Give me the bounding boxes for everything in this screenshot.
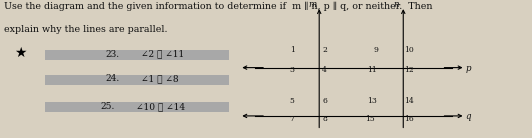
Text: 25.: 25.	[100, 102, 114, 111]
Bar	[45, 50, 229, 60]
Text: 6: 6	[322, 97, 327, 105]
Text: 12: 12	[404, 66, 413, 74]
Text: 10: 10	[404, 46, 413, 54]
Text: m: m	[309, 0, 317, 9]
Text: 9: 9	[373, 46, 378, 54]
Text: 16: 16	[404, 115, 413, 123]
Bar	[45, 102, 229, 112]
Text: Use the diagram and the given information to determine if  m ∥ n, p ∥ q, or neit: Use the diagram and the given informatio…	[4, 2, 433, 11]
Text: ∠10 ≅ ∠14: ∠10 ≅ ∠14	[136, 102, 185, 111]
Text: 23.: 23.	[105, 50, 120, 59]
Text: ★: ★	[14, 46, 27, 60]
Text: explain why the lines are parallel.: explain why the lines are parallel.	[4, 25, 168, 34]
Bar	[45, 75, 229, 85]
Text: 24.: 24.	[105, 74, 120, 83]
Text: 5: 5	[289, 97, 295, 105]
Text: q: q	[466, 112, 471, 121]
Text: 11: 11	[368, 66, 377, 74]
Text: 14: 14	[404, 97, 413, 105]
Text: 2: 2	[322, 46, 327, 54]
Text: 15: 15	[365, 115, 375, 123]
Text: ∠2 ≅ ∠11: ∠2 ≅ ∠11	[141, 50, 184, 59]
Text: n: n	[394, 0, 399, 9]
Text: 7: 7	[289, 115, 295, 123]
Text: p: p	[466, 64, 471, 73]
Text: ∠1 ≅ ∠8: ∠1 ≅ ∠8	[141, 74, 179, 83]
Text: 8: 8	[322, 115, 327, 123]
Text: 13: 13	[368, 97, 377, 105]
Text: 1: 1	[289, 46, 295, 54]
Text: 4: 4	[322, 66, 327, 74]
Text: 3: 3	[289, 66, 295, 74]
